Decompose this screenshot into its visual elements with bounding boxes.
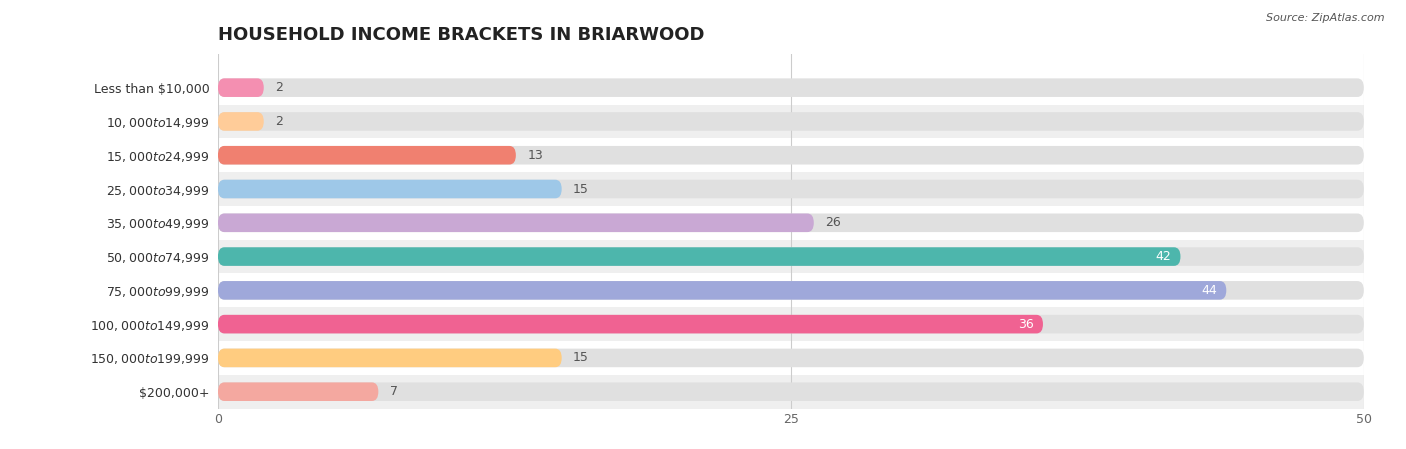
Text: 44: 44 [1201,284,1218,297]
FancyBboxPatch shape [218,383,378,401]
FancyBboxPatch shape [218,112,1364,131]
FancyBboxPatch shape [218,247,1364,266]
FancyBboxPatch shape [218,247,1181,266]
FancyBboxPatch shape [218,214,1364,232]
Text: 13: 13 [527,149,543,162]
FancyBboxPatch shape [218,315,1043,334]
FancyBboxPatch shape [218,79,264,97]
Text: 7: 7 [389,385,398,398]
Text: 26: 26 [825,216,841,229]
FancyBboxPatch shape [218,146,516,164]
FancyBboxPatch shape [218,348,1364,367]
FancyBboxPatch shape [218,206,1364,240]
FancyBboxPatch shape [218,281,1364,299]
FancyBboxPatch shape [218,341,1364,375]
Text: 15: 15 [574,182,589,195]
FancyBboxPatch shape [218,315,1364,334]
Text: 36: 36 [1018,317,1033,330]
FancyBboxPatch shape [218,383,1364,401]
FancyBboxPatch shape [218,281,1226,299]
FancyBboxPatch shape [218,240,1364,273]
FancyBboxPatch shape [218,180,1364,198]
FancyBboxPatch shape [218,214,814,232]
FancyBboxPatch shape [218,273,1364,307]
Text: Source: ZipAtlas.com: Source: ZipAtlas.com [1267,13,1385,23]
FancyBboxPatch shape [218,146,1364,164]
FancyBboxPatch shape [218,375,1364,409]
FancyBboxPatch shape [218,71,1364,105]
FancyBboxPatch shape [218,105,1364,138]
FancyBboxPatch shape [218,348,561,367]
FancyBboxPatch shape [218,180,561,198]
FancyBboxPatch shape [218,112,264,131]
FancyBboxPatch shape [218,307,1364,341]
FancyBboxPatch shape [218,79,1364,97]
Text: 2: 2 [276,81,283,94]
FancyBboxPatch shape [218,172,1364,206]
Text: HOUSEHOLD INCOME BRACKETS IN BRIARWOOD: HOUSEHOLD INCOME BRACKETS IN BRIARWOOD [218,26,704,44]
Text: 15: 15 [574,352,589,365]
Text: 2: 2 [276,115,283,128]
Text: 42: 42 [1156,250,1171,263]
FancyBboxPatch shape [218,138,1364,172]
